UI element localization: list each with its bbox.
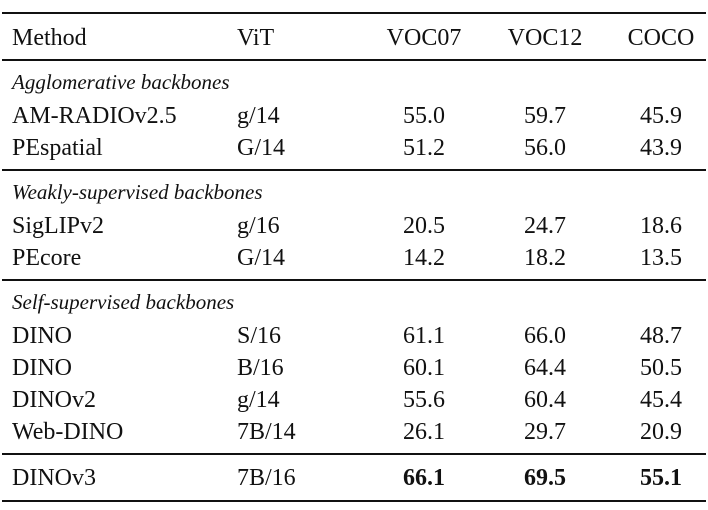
table-cell: 45.4 — [640, 387, 682, 413]
table-cell: 69.5 — [524, 465, 566, 491]
table-cell: g/14 — [237, 387, 280, 413]
group-title: Weakly-supervised backbones — [12, 180, 263, 204]
group-title: Agglomerative backbones — [12, 70, 230, 94]
table-cell: 64.4 — [524, 355, 566, 381]
rule — [2, 169, 706, 171]
table-cell: 43.9 — [640, 135, 682, 161]
header-cell: Method — [12, 25, 87, 51]
header-cell: COCO — [627, 25, 695, 51]
table-cell: AM-RADIOv2.5 — [12, 103, 177, 129]
header-cell: ViT — [237, 25, 275, 51]
table-cell: 24.7 — [524, 213, 566, 239]
table-cell: 45.9 — [640, 103, 682, 129]
table-cell: G/14 — [237, 135, 285, 161]
rule — [2, 11, 706, 15]
table-cell: DINO — [12, 323, 72, 349]
table-cell: 7B/16 — [237, 465, 296, 491]
table-cell: 59.7 — [524, 103, 566, 129]
table-cell: 14.2 — [403, 245, 445, 271]
table-cell: 55.6 — [403, 387, 445, 413]
table-cell: 48.7 — [640, 323, 682, 349]
table-cell: PEcore — [12, 245, 82, 271]
rule — [2, 499, 706, 503]
group-title: Self-supervised backbones — [12, 290, 235, 314]
table-cell: G/14 — [237, 245, 285, 271]
header-cell: VOC07 — [386, 25, 462, 51]
table-cell: 55.0 — [403, 103, 445, 129]
rule — [2, 453, 706, 455]
table-cell: 29.7 — [524, 419, 566, 445]
table-cell: 61.1 — [403, 323, 445, 349]
rule — [2, 279, 706, 281]
table-cell: 20.9 — [640, 419, 682, 445]
header-cell: VOC12 — [507, 25, 583, 51]
table-cell: 18.2 — [524, 245, 566, 271]
table-cell: 60.4 — [524, 387, 566, 413]
table-cell: 60.1 — [403, 355, 445, 381]
table-cell: Web-DINO — [12, 419, 124, 445]
table-cell: DINOv2 — [12, 387, 96, 413]
rule — [2, 59, 706, 61]
table-cell: PEspatial — [12, 135, 103, 161]
table-cell: 56.0 — [524, 135, 566, 161]
table-cell: 66.0 — [524, 323, 566, 349]
table-cell: 7B/14 — [237, 419, 296, 445]
table-cell: S/16 — [237, 323, 282, 349]
table-cell: 55.1 — [640, 465, 682, 491]
table-cell: 13.5 — [640, 245, 682, 271]
table-cell: DINOv3 — [12, 465, 96, 491]
table-cell: 51.2 — [403, 135, 445, 161]
table-cell: 18.6 — [640, 213, 682, 239]
table-cell: g/16 — [237, 213, 280, 239]
table-cell: DINO — [12, 355, 72, 381]
table-cell: 66.1 — [403, 465, 445, 491]
table-cell: B/16 — [237, 355, 284, 381]
table-cell: 20.5 — [403, 213, 445, 239]
table-cell: 26.1 — [403, 419, 445, 445]
table-cell: g/14 — [237, 103, 280, 129]
table-cell: SigLIPv2 — [12, 213, 105, 239]
table-cell: 50.5 — [640, 355, 682, 381]
